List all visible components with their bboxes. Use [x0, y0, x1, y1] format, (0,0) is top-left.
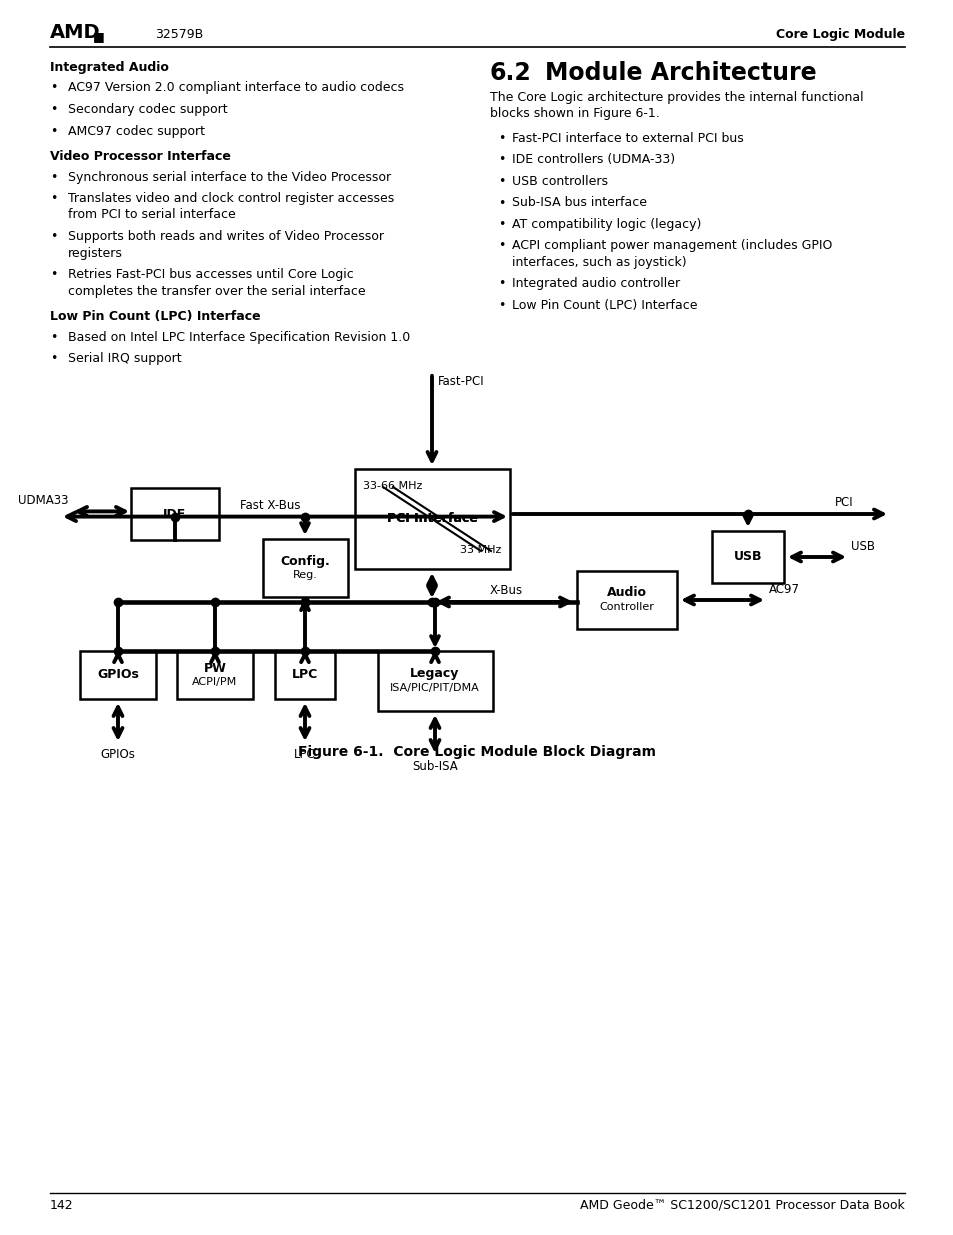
Text: Based on Intel LPC Interface Specification Revision 1.0: Based on Intel LPC Interface Specificati… — [68, 331, 410, 343]
Text: USB: USB — [733, 551, 761, 563]
Text: 33-66 MHz: 33-66 MHz — [363, 480, 422, 492]
Text: PCI: PCI — [834, 496, 853, 509]
Text: AC97: AC97 — [768, 583, 800, 597]
Text: USB controllers: USB controllers — [512, 175, 607, 188]
Text: AMD Geode™ SC1200/SC1201 Processor Data Book: AMD Geode™ SC1200/SC1201 Processor Data … — [579, 1199, 904, 1212]
Text: •: • — [50, 82, 57, 95]
Bar — [577, 571, 677, 629]
Text: Supports both reads and writes of Video Processor: Supports both reads and writes of Video … — [68, 230, 384, 243]
Text: •: • — [50, 191, 57, 205]
Text: •: • — [50, 331, 57, 343]
Text: Low Pin Count (LPC) Interface: Low Pin Count (LPC) Interface — [50, 310, 260, 324]
Text: LPC: LPC — [292, 668, 317, 682]
Text: Secondary codec support: Secondary codec support — [68, 103, 228, 116]
Text: Fast X-Bus: Fast X-Bus — [239, 499, 300, 511]
Text: Integrated audio controller: Integrated audio controller — [512, 278, 679, 290]
Text: 142: 142 — [50, 1199, 73, 1212]
Text: USB: USB — [850, 540, 874, 553]
Text: ACPI/PM: ACPI/PM — [193, 677, 237, 687]
Text: Translates video and clock control register accesses: Translates video and clock control regis… — [68, 191, 394, 205]
Text: •: • — [50, 170, 57, 184]
Text: •: • — [497, 299, 505, 312]
Text: PW: PW — [203, 662, 226, 674]
Text: X-Bus: X-Bus — [490, 584, 522, 597]
Text: AT compatibility logic (legacy): AT compatibility logic (legacy) — [512, 219, 700, 231]
Text: •: • — [50, 230, 57, 243]
Text: GPIOs: GPIOs — [100, 748, 135, 761]
Bar — [355, 469, 510, 569]
Text: •: • — [50, 352, 57, 366]
Text: AC97 Version 2.0 compliant interface to audio codecs: AC97 Version 2.0 compliant interface to … — [68, 82, 403, 95]
Text: Serial IRQ support: Serial IRQ support — [68, 352, 181, 366]
Text: AMC97 codec support: AMC97 codec support — [68, 125, 205, 137]
Text: Fast-PCI interface to external PCI bus: Fast-PCI interface to external PCI bus — [512, 132, 743, 144]
Text: UDMA33: UDMA33 — [18, 494, 69, 508]
Text: ■: ■ — [92, 30, 105, 43]
Text: •: • — [497, 196, 505, 210]
Text: Figure 6-1.  Core Logic Module Block Diagram: Figure 6-1. Core Logic Module Block Diag… — [297, 745, 656, 760]
Text: from PCI to serial interface: from PCI to serial interface — [68, 209, 235, 221]
Text: Video Processor Interface: Video Processor Interface — [50, 149, 231, 163]
Text: 33 MHz: 33 MHz — [459, 545, 500, 555]
Text: •: • — [497, 175, 505, 188]
Text: Audio: Audio — [606, 587, 646, 599]
Bar — [274, 651, 335, 699]
Text: Config.: Config. — [280, 555, 330, 568]
Text: completes the transfer over the serial interface: completes the transfer over the serial i… — [68, 284, 365, 298]
Text: Reg.: Reg. — [293, 571, 317, 580]
Text: IDE controllers (UDMA-33): IDE controllers (UDMA-33) — [512, 153, 675, 167]
Text: Module Architecture: Module Architecture — [544, 61, 816, 85]
Text: IDE: IDE — [163, 508, 187, 520]
Text: •: • — [497, 240, 505, 252]
Text: •: • — [497, 278, 505, 290]
Text: •: • — [50, 268, 57, 282]
Text: Controller: Controller — [598, 601, 654, 613]
Text: PCI Interface: PCI Interface — [386, 513, 476, 526]
Text: •: • — [497, 219, 505, 231]
Text: Fast-PCI: Fast-PCI — [437, 375, 484, 388]
Text: LPC: LPC — [294, 748, 315, 761]
Text: PCI Interface: PCI Interface — [386, 513, 476, 526]
Text: 32579B: 32579B — [154, 28, 203, 41]
Text: The Core Logic architecture provides the internal functional: The Core Logic architecture provides the… — [490, 91, 862, 104]
Text: registers: registers — [68, 247, 123, 259]
Bar — [263, 538, 348, 597]
Bar — [177, 651, 253, 699]
Text: Sub-ISA bus interface: Sub-ISA bus interface — [512, 196, 646, 210]
Text: interfaces, such as joystick): interfaces, such as joystick) — [512, 256, 686, 269]
Text: •: • — [497, 153, 505, 167]
Text: AMD: AMD — [50, 23, 100, 42]
Text: 6.2: 6.2 — [490, 61, 531, 85]
Text: •: • — [497, 132, 505, 144]
Text: Legacy: Legacy — [410, 667, 459, 680]
Text: •: • — [50, 103, 57, 116]
Bar — [377, 651, 493, 711]
Text: Sub-ISA: Sub-ISA — [412, 760, 457, 773]
Bar — [131, 488, 219, 540]
Text: ISA/PIC/PIT/DMA: ISA/PIC/PIT/DMA — [390, 683, 479, 693]
Text: GPIOs: GPIOs — [97, 668, 139, 682]
Text: ACPI compliant power management (includes GPIO: ACPI compliant power management (include… — [512, 240, 832, 252]
Bar — [80, 651, 156, 699]
Text: •: • — [50, 125, 57, 137]
Text: blocks shown in Figure 6-1.: blocks shown in Figure 6-1. — [490, 107, 659, 121]
Text: Low Pin Count (LPC) Interface: Low Pin Count (LPC) Interface — [512, 299, 697, 312]
Text: Integrated Audio: Integrated Audio — [50, 61, 169, 74]
Bar — [711, 531, 783, 583]
Text: Retries Fast-PCI bus accesses until Core Logic: Retries Fast-PCI bus accesses until Core… — [68, 268, 354, 282]
Text: Synchronous serial interface to the Video Processor: Synchronous serial interface to the Vide… — [68, 170, 391, 184]
Text: Core Logic Module: Core Logic Module — [775, 28, 904, 41]
